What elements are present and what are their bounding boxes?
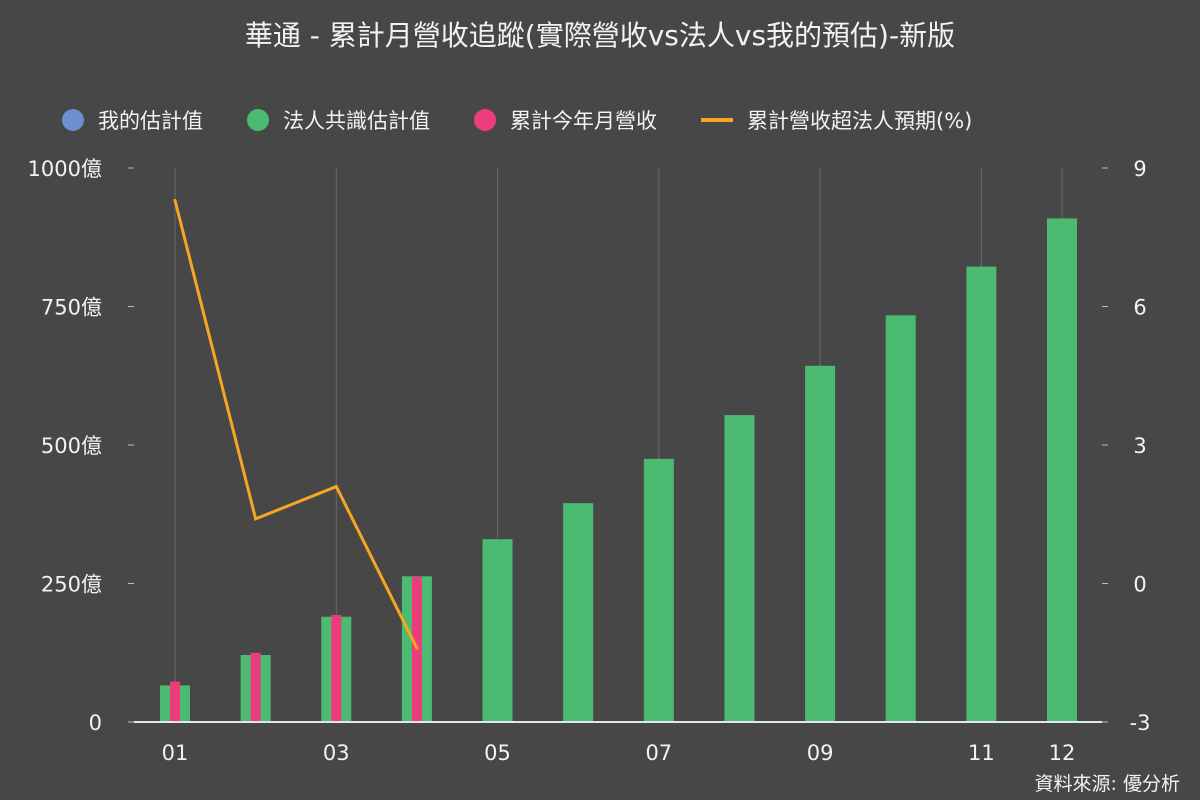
legend-item-consensus[interactable]: 法人共識估計值 <box>247 105 430 135</box>
source-note: 資料來源: 優分析 <box>1034 773 1180 795</box>
bar-consensus-10 <box>885 315 916 722</box>
point-beat-percent-04 <box>415 646 419 650</box>
y-right-tick-label: -3 <box>1130 711 1151 735</box>
y-left-tick-label: 250億 <box>41 573 102 597</box>
x-tick-label: 12 <box>1049 741 1076 765</box>
y-right-tick-label: 6 <box>1133 296 1146 320</box>
legend-label-my-estimate: 我的估計值 <box>98 109 203 133</box>
x-tick-label: 05 <box>484 741 511 765</box>
legend-label-consensus: 法人共識估計值 <box>283 109 430 133</box>
legend-swatch-beat-percent <box>701 118 733 122</box>
point-beat-percent-01 <box>173 198 177 202</box>
y-left-tick-label: 500億 <box>41 434 102 458</box>
legend-item-my-estimate[interactable]: 我的估計值 <box>62 105 203 135</box>
y-left-tick-label: 0 <box>89 711 102 735</box>
legend-item-beat-percent[interactable]: 累計營收超法人預期(%) <box>701 105 972 135</box>
y-right-tick-label: 9 <box>1133 157 1146 181</box>
legend-item-cumulative-revenue[interactable]: 累計今年月營收 <box>474 105 657 135</box>
legend-swatch-my-estimate <box>62 109 84 131</box>
bar-cumulative-revenue-02 <box>250 652 261 722</box>
bar-consensus-08 <box>724 415 755 722</box>
x-tick-label: 09 <box>807 741 834 765</box>
x-tick-label: 11 <box>968 741 995 765</box>
legend-label-cumulative-revenue: 累計今年月營收 <box>510 109 657 133</box>
x-tick-label: 03 <box>323 741 350 765</box>
point-beat-percent-02 <box>254 517 258 521</box>
bar-consensus-11 <box>966 266 997 722</box>
point-beat-percent-03 <box>334 485 338 489</box>
y-right-tick-label: 3 <box>1133 434 1146 458</box>
y-right-tick-label: 0 <box>1133 573 1146 597</box>
y-left-tick-label: 1000億 <box>28 157 102 181</box>
bar-cumulative-revenue-01 <box>170 681 180 722</box>
chart-title: 華通 - 累計月營收追蹤(實際營收vs法人vs我的預估)-新版 <box>244 19 956 52</box>
bar-consensus-07 <box>643 458 674 722</box>
bar-consensus-05 <box>482 539 513 722</box>
legend-swatch-consensus <box>247 109 269 131</box>
bar-consensus-06 <box>563 503 594 722</box>
legend-label-beat-percent: 累計營收超法人預期(%) <box>747 109 973 133</box>
legend-swatch-cumulative-revenue <box>474 109 496 131</box>
y-left-tick-label: 750億 <box>41 296 102 320</box>
line-beat-percent <box>173 199 419 649</box>
legend: 我的估計值 法人共識估計值 累計今年月營收 累計營收超法人預期(%) <box>62 104 1016 136</box>
bar-consensus-12 <box>1047 218 1077 722</box>
x-tick-label: 01 <box>162 741 189 765</box>
bar-cumulative-revenue-03 <box>331 615 342 722</box>
x-tick-label: 07 <box>645 741 672 765</box>
bar-consensus-09 <box>805 365 836 722</box>
